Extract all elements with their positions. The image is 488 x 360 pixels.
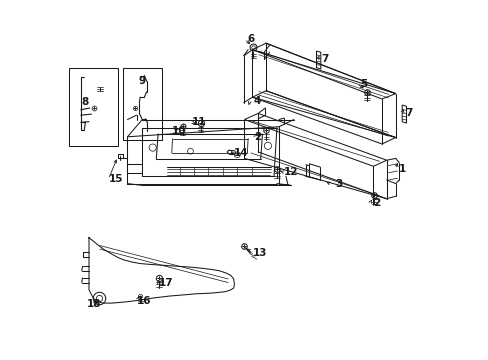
Text: 17: 17 xyxy=(159,278,173,288)
Text: 2: 2 xyxy=(254,132,261,142)
Text: 10: 10 xyxy=(171,126,186,136)
Text: 9: 9 xyxy=(139,76,145,86)
Text: 16: 16 xyxy=(137,296,151,306)
Text: 8: 8 xyxy=(81,96,88,107)
Text: 18: 18 xyxy=(87,299,102,309)
Text: 7: 7 xyxy=(321,54,328,64)
Text: 6: 6 xyxy=(247,34,254,44)
Text: 2: 2 xyxy=(373,198,380,208)
Text: 4: 4 xyxy=(253,96,260,106)
Text: 5: 5 xyxy=(360,78,367,89)
Text: 1: 1 xyxy=(399,164,406,174)
Text: 3: 3 xyxy=(334,179,342,189)
Text: 7: 7 xyxy=(405,108,412,118)
Text: 11: 11 xyxy=(192,117,206,127)
Text: 14: 14 xyxy=(234,148,248,158)
Text: 12: 12 xyxy=(283,167,297,177)
Text: 13: 13 xyxy=(252,248,266,258)
Text: 15: 15 xyxy=(108,174,122,184)
